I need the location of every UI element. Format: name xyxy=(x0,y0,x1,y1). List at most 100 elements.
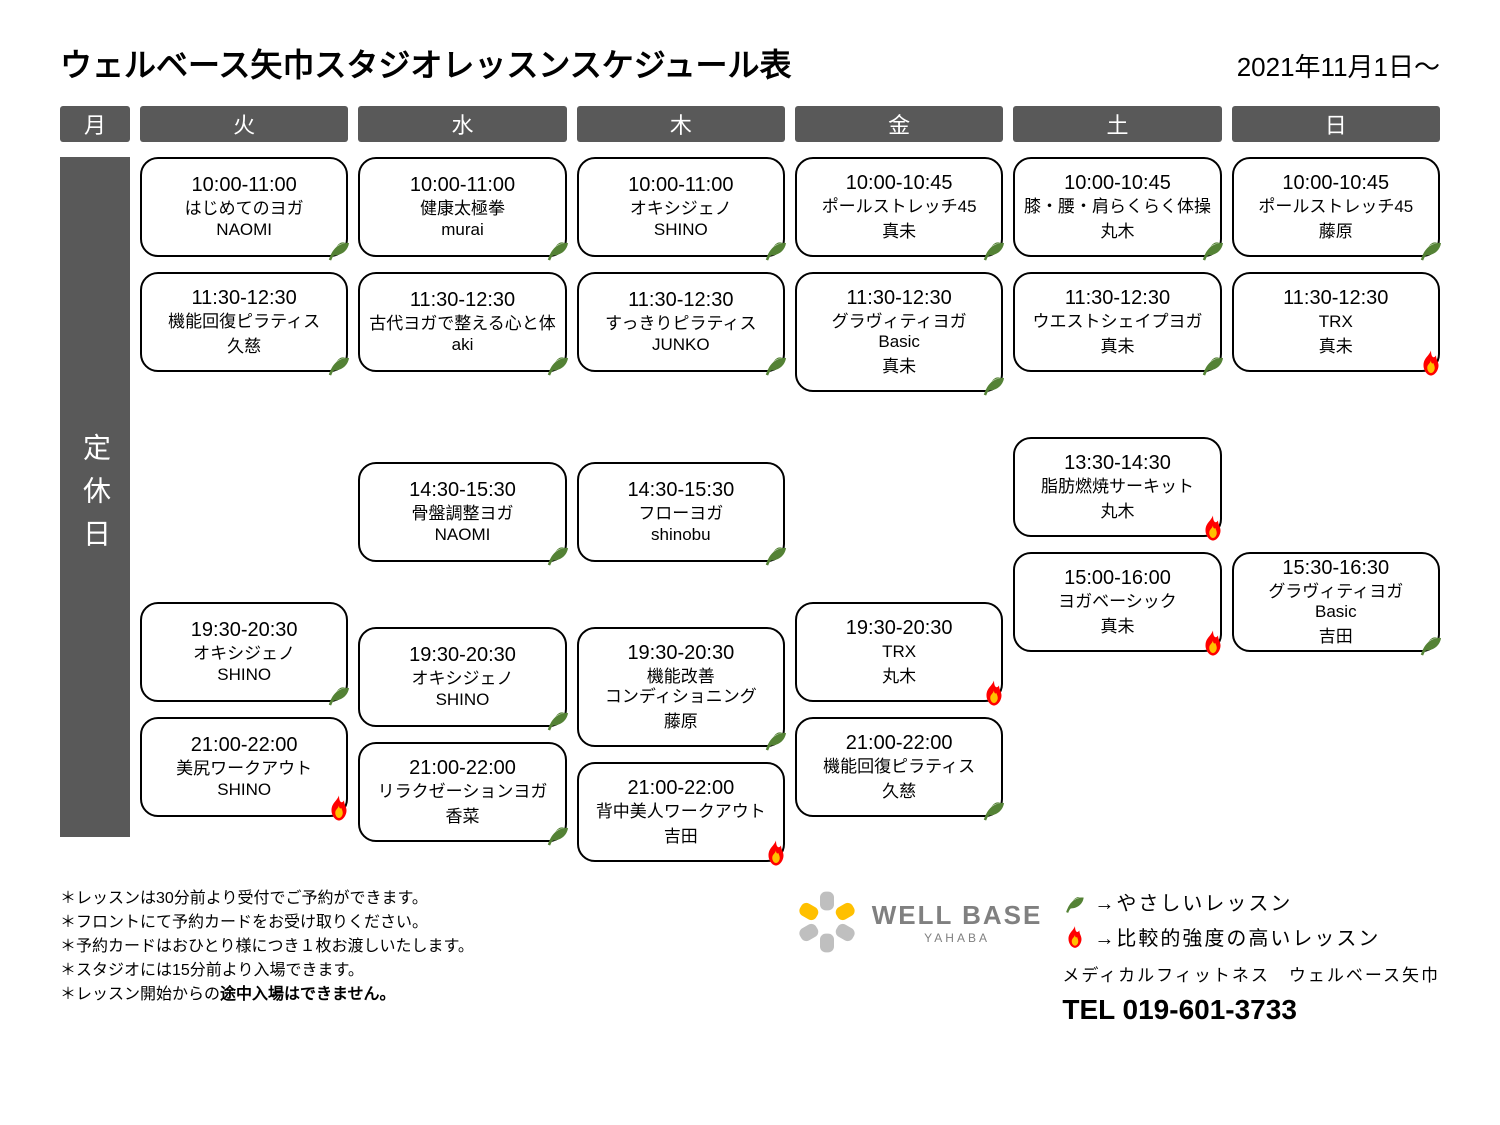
lesson-card: 13:30-14:30 脂肪燃焼サーキット 丸木 xyxy=(1013,437,1221,537)
lesson-card: 10:00-11:00 オキシジェノ SHINO xyxy=(577,157,785,257)
lesson-time: 11:30-12:30 xyxy=(366,289,558,312)
leaf-icon xyxy=(761,233,791,263)
lesson-card: 19:30-20:30 オキシジェノ SHINO xyxy=(140,602,348,702)
lesson-time: 21:00-22:00 xyxy=(585,777,777,800)
leaf-icon xyxy=(1416,233,1446,263)
leaf-icon xyxy=(1198,233,1228,263)
leaf-icon xyxy=(543,703,573,733)
lesson-card: 11:30-12:30 すっきりピラティス JUNKO xyxy=(577,272,785,372)
column-thu: 10:00-11:00 オキシジェノ SHINO 11:30-12:30 すっき… xyxy=(577,157,785,862)
note-line-bold: ＊レッスン開始からの途中入場はできません。 xyxy=(60,983,772,1007)
leaf-icon xyxy=(979,368,1009,398)
lesson-instructor: 真未 xyxy=(803,217,995,242)
lesson-name: TRX xyxy=(1240,312,1432,332)
lesson-name: オキシジェノ xyxy=(366,669,558,689)
lesson-instructor: 真未 xyxy=(1021,612,1213,637)
lesson-time: 10:00-10:45 xyxy=(1021,172,1213,195)
flame-icon xyxy=(979,678,1009,708)
note-line: ＊レッスンは30分前より受付でご予約ができます。 xyxy=(60,887,772,911)
lesson-instructor: JUNKO xyxy=(585,335,777,355)
lesson-name: はじめてのヨガ xyxy=(148,199,340,219)
lesson-card: 19:30-20:30 機能改善コンディショニング 藤原 xyxy=(577,627,785,747)
column-wed: 10:00-11:00 健康太極拳 murai 11:30-12:30 古代ヨガ… xyxy=(358,157,566,862)
day-header-fri: 金 xyxy=(795,106,1003,142)
lesson-instructor: NAOMI xyxy=(148,220,340,240)
leaf-icon xyxy=(1062,889,1088,915)
lesson-time: 10:00-10:45 xyxy=(803,172,995,195)
legend-flame: →比較的強度の高いレッスン xyxy=(1062,922,1440,951)
leaf-icon xyxy=(324,678,354,708)
lesson-instructor: 丸木 xyxy=(803,662,995,687)
lesson-name: 古代ヨガで整える心と体 xyxy=(366,314,558,334)
lesson-name: ウエストシェイプヨガ xyxy=(1021,312,1213,332)
lesson-name: 膝・腰・肩らくらく体操 xyxy=(1021,197,1213,217)
lesson-time: 15:30-16:30 xyxy=(1240,557,1432,580)
lesson-time: 10:00-11:00 xyxy=(148,174,340,197)
lesson-instructor: 藤原 xyxy=(1240,217,1432,242)
lesson-instructor: SHINO xyxy=(148,780,340,800)
column-fri: 10:00-10:45 ポールストレッチ45 真未 11:30-12:30 グラ… xyxy=(795,157,1003,862)
column-tue: 10:00-11:00 はじめてのヨガ NAOMI 11:30-12:30 機能… xyxy=(140,157,348,862)
lesson-name: TRX xyxy=(803,642,995,662)
lesson-card: 19:30-20:30 TRX 丸木 xyxy=(795,602,1003,702)
spacer xyxy=(1013,387,1221,422)
spacer xyxy=(358,387,566,447)
lesson-instructor: 香菜 xyxy=(366,802,558,827)
lesson-time: 19:30-20:30 xyxy=(803,617,995,640)
lesson-card: 21:00-22:00 機能回復ピラティス 久慈 xyxy=(795,717,1003,817)
lesson-instructor: murai xyxy=(366,220,558,240)
lesson-time: 21:00-22:00 xyxy=(148,734,340,757)
logo-text: WELL BASE xyxy=(872,900,1043,930)
lesson-instructor: 真未 xyxy=(803,352,995,377)
note-line: ＊予約カードはおひとり様につき１枚お渡しいたします。 xyxy=(60,935,772,959)
lesson-instructor: 久慈 xyxy=(148,332,340,357)
legend-leaf: →やさしいレッスン xyxy=(1062,887,1440,916)
leaf-icon xyxy=(543,348,573,378)
lesson-time: 10:00-11:00 xyxy=(366,174,558,197)
lesson-name: グラヴィティヨガBasic xyxy=(1240,582,1432,623)
lesson-name: グラヴィティヨガBasic xyxy=(803,312,995,353)
column-sun: 10:00-10:45 ポールストレッチ45 藤原 11:30-12:30 TR… xyxy=(1232,157,1440,862)
spacer xyxy=(358,577,566,612)
lesson-card: 14:30-15:30 フローヨガ shinobu xyxy=(577,462,785,562)
lesson-card: 19:30-20:30 オキシジェノ SHINO xyxy=(358,627,566,727)
lesson-time: 19:30-20:30 xyxy=(148,619,340,642)
lesson-time: 19:30-20:30 xyxy=(366,644,558,667)
lesson-name: すっきりピラティス xyxy=(585,314,777,334)
lesson-name: オキシジェノ xyxy=(148,644,340,664)
leaf-icon xyxy=(324,348,354,378)
lesson-time: 19:30-20:30 xyxy=(585,642,777,665)
lesson-name: 健康太極拳 xyxy=(366,199,558,219)
lesson-name: ヨガベーシック xyxy=(1021,592,1213,612)
leaf-icon xyxy=(761,538,791,568)
lesson-name: ポールストレッチ45 xyxy=(803,197,995,217)
lesson-time: 11:30-12:30 xyxy=(1240,287,1432,310)
day-header-tue: 火 xyxy=(140,106,348,142)
spacer xyxy=(577,387,785,447)
lesson-name: 機能改善コンディショニング xyxy=(585,667,777,708)
lesson-name: フローヨガ xyxy=(585,504,777,524)
spacer xyxy=(795,407,1003,587)
leaf-icon xyxy=(324,233,354,263)
note-line: ＊フロントにて予約カードをお受け取りください。 xyxy=(60,911,772,935)
lesson-time: 14:30-15:30 xyxy=(585,479,777,502)
lesson-instructor: SHINO xyxy=(366,690,558,710)
lesson-time: 11:30-12:30 xyxy=(803,287,995,310)
lesson-card: 21:00-22:00 リラクゼーションヨガ 香菜 xyxy=(358,742,566,842)
day-header-mon: 月 xyxy=(60,106,130,142)
flame-icon xyxy=(324,793,354,823)
lesson-card: 10:00-11:00 はじめてのヨガ NAOMI xyxy=(140,157,348,257)
logo-icon xyxy=(792,887,862,957)
lesson-card: 11:30-12:30 古代ヨガで整える心と体 aki xyxy=(358,272,566,372)
flame-icon xyxy=(1198,628,1228,658)
flame-icon xyxy=(1062,924,1088,950)
lesson-card: 10:00-10:45 ポールストレッチ45 真未 xyxy=(795,157,1003,257)
flame-icon xyxy=(761,838,791,868)
spacer xyxy=(140,387,348,587)
lesson-time: 21:00-22:00 xyxy=(803,732,995,755)
lesson-card: 15:30-16:30 グラヴィティヨガBasic 吉田 xyxy=(1232,552,1440,652)
lesson-name: 美尻ワークアウト xyxy=(148,759,340,779)
flame-icon xyxy=(1416,348,1446,378)
lesson-instructor: 真未 xyxy=(1240,332,1432,357)
lesson-card: 11:30-12:30 機能回復ピラティス 久慈 xyxy=(140,272,348,372)
